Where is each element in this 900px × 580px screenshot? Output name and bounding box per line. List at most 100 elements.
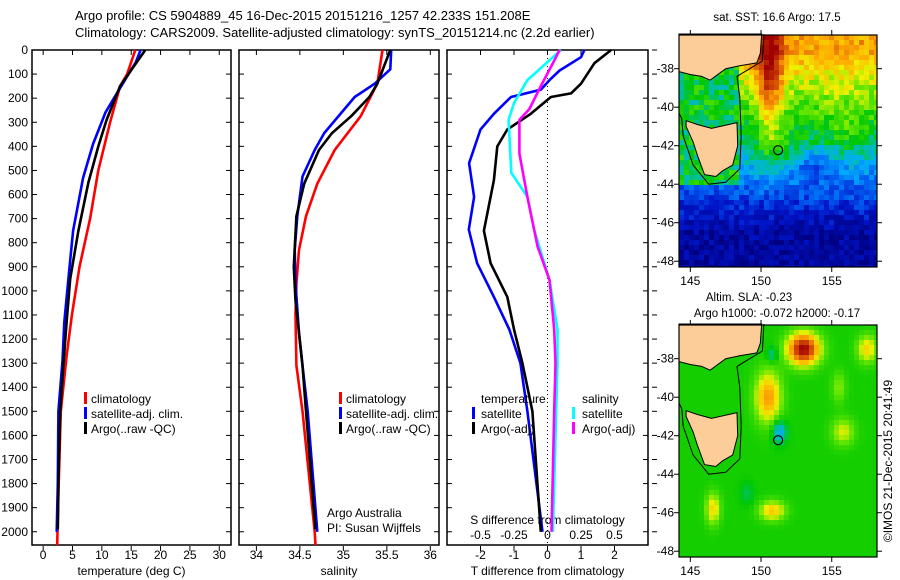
map-cell <box>864 550 869 555</box>
map-cell <box>849 245 854 250</box>
map-cell <box>804 110 809 115</box>
map-cell <box>679 370 684 375</box>
map-cell <box>789 120 794 125</box>
map-cell <box>799 405 804 410</box>
map-cell <box>829 230 834 235</box>
map-cell <box>824 120 829 125</box>
map-cell <box>764 420 769 425</box>
map-cell <box>684 460 689 465</box>
map-cell <box>694 185 699 190</box>
map-cell <box>774 495 779 500</box>
map-cell <box>874 555 877 557</box>
map-cell <box>709 485 714 490</box>
legend-heading-salinity: salinity <box>582 392 619 406</box>
map-cell <box>804 215 809 220</box>
map-cell <box>794 95 799 100</box>
map-cell <box>779 400 784 405</box>
map-cell <box>864 110 869 115</box>
map-cell <box>744 555 749 557</box>
map-cell <box>854 150 859 155</box>
map-cell <box>699 120 704 125</box>
map-cell <box>759 190 764 195</box>
map-cell <box>754 230 759 235</box>
map-cell <box>789 85 794 90</box>
map-cell <box>729 535 734 540</box>
map-cell <box>694 115 699 120</box>
map-cell <box>769 120 774 125</box>
map-cell <box>839 105 844 110</box>
map-cell <box>769 240 774 245</box>
map-cell <box>709 100 714 105</box>
map-cell <box>709 550 714 555</box>
map-cell <box>864 55 869 60</box>
map-cell <box>779 510 784 515</box>
map-cell <box>809 330 814 335</box>
map-cell <box>729 555 734 557</box>
map-cell <box>824 550 829 555</box>
map-cell <box>814 475 819 480</box>
map-cell <box>779 180 784 185</box>
map-cell <box>709 185 714 190</box>
map-cell <box>859 160 864 165</box>
map-cell <box>854 545 859 550</box>
map-cell <box>774 540 779 545</box>
map-cell <box>844 35 849 40</box>
y-tick-label: 1200 <box>1 332 28 346</box>
map-cell <box>684 180 689 185</box>
map-cell <box>844 180 849 185</box>
map-cell <box>699 400 704 405</box>
map-cell <box>709 510 714 515</box>
map-cell <box>844 380 849 385</box>
map-cell <box>689 450 694 455</box>
map-cell <box>684 555 689 557</box>
map-cell <box>874 185 877 190</box>
map-cell <box>704 510 709 515</box>
map-cell <box>834 535 839 540</box>
map-cell <box>784 90 789 95</box>
map-cell <box>779 450 784 455</box>
map-cell <box>799 485 804 490</box>
map-cell <box>689 170 694 175</box>
map-cell <box>699 375 704 380</box>
map-cell <box>749 405 754 410</box>
map-cell <box>859 180 864 185</box>
map-cell <box>824 330 829 335</box>
map-cell <box>869 210 874 215</box>
map-cell <box>859 120 864 125</box>
map-cell <box>849 145 854 150</box>
map-cell <box>829 255 834 260</box>
map-cell <box>819 500 824 505</box>
map-cell <box>809 160 814 165</box>
map-cell <box>829 185 834 190</box>
map-cell <box>854 505 859 510</box>
map-cell <box>764 415 769 420</box>
map-cell <box>684 440 689 445</box>
legend-swatch <box>472 407 475 419</box>
map-cell <box>814 180 819 185</box>
map-cell <box>724 180 729 185</box>
map-cell <box>684 375 689 380</box>
map-cell <box>874 40 877 45</box>
map-cell <box>689 535 694 540</box>
map-cell <box>759 385 764 390</box>
map-cell <box>819 130 824 135</box>
map-cell <box>834 405 839 410</box>
map-cell <box>864 50 869 55</box>
map-cell <box>874 515 877 520</box>
map-cell <box>764 50 769 55</box>
map-cell <box>864 480 869 485</box>
map-cell <box>849 480 854 485</box>
map-cell <box>749 365 754 370</box>
map-cell <box>749 85 754 90</box>
map-cell <box>694 375 699 380</box>
map-cell <box>874 395 877 400</box>
map-cell <box>834 250 839 255</box>
map-cell <box>824 150 829 155</box>
map-cell <box>714 260 719 265</box>
map-cell <box>864 445 869 450</box>
map-cell <box>869 490 874 495</box>
map-cell <box>714 495 719 500</box>
map-cell <box>824 445 829 450</box>
map-cell <box>814 125 819 130</box>
map-cell <box>799 245 804 250</box>
